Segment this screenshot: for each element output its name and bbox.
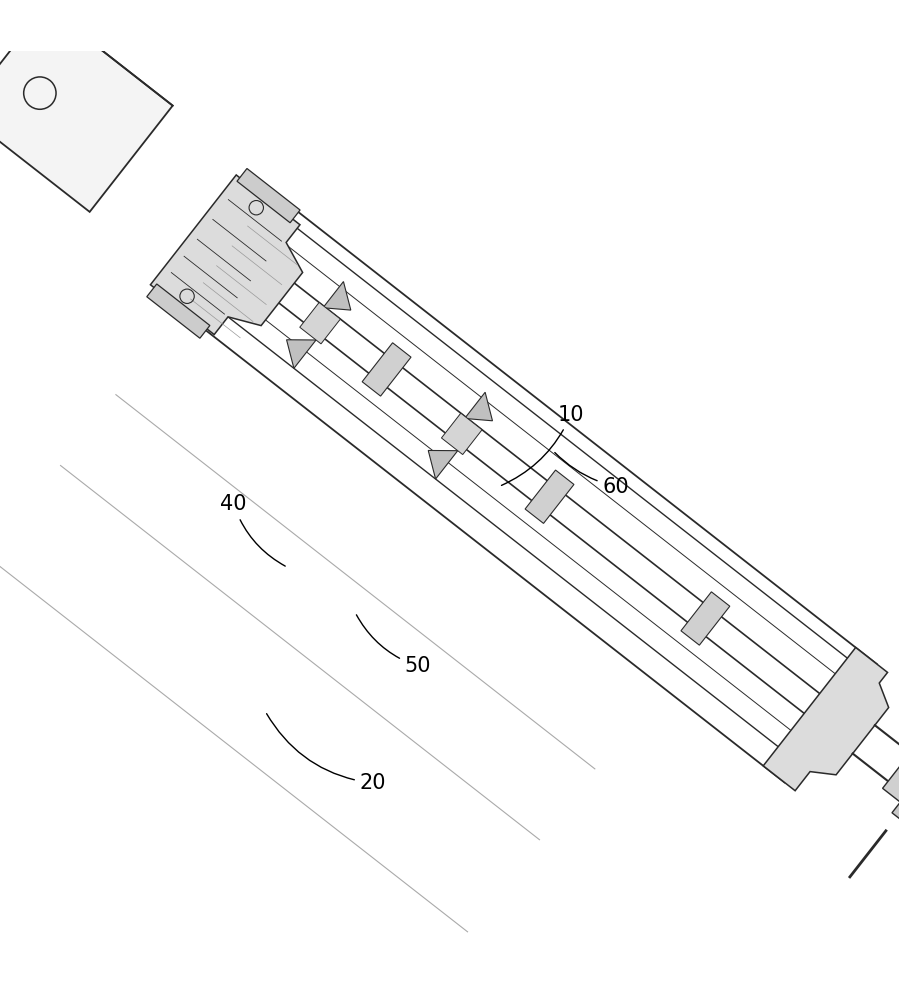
Text: 50: 50 — [356, 615, 432, 676]
Polygon shape — [150, 175, 303, 335]
Polygon shape — [299, 302, 341, 344]
Text: 20: 20 — [267, 714, 387, 793]
Text: 60: 60 — [555, 453, 629, 497]
Polygon shape — [362, 343, 411, 396]
Polygon shape — [525, 470, 574, 523]
Polygon shape — [681, 592, 730, 645]
Polygon shape — [465, 392, 493, 421]
Polygon shape — [883, 746, 899, 802]
Polygon shape — [0, 6, 173, 212]
Text: 40: 40 — [220, 494, 285, 566]
Text: 10: 10 — [502, 405, 584, 485]
Polygon shape — [287, 340, 316, 368]
Polygon shape — [323, 282, 351, 310]
Polygon shape — [892, 749, 899, 821]
Polygon shape — [441, 413, 482, 455]
Polygon shape — [428, 450, 458, 479]
Polygon shape — [147, 284, 209, 338]
Polygon shape — [763, 648, 889, 791]
Polygon shape — [237, 169, 300, 223]
